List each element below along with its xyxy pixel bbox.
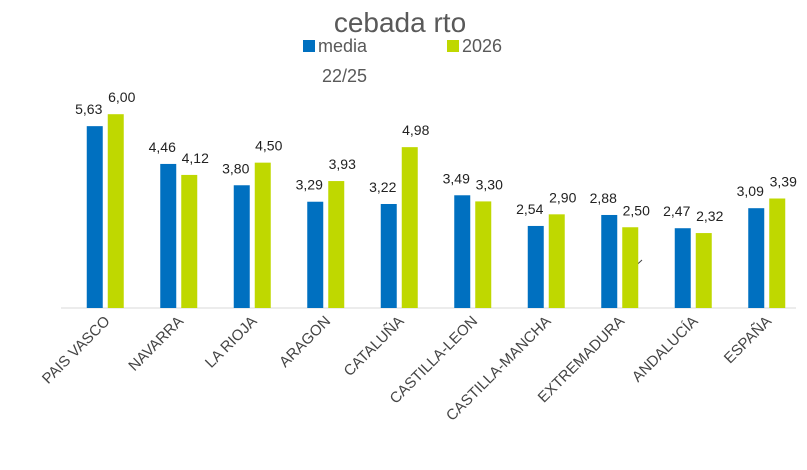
value-label: 5,63: [75, 101, 102, 117]
bar: [695, 233, 712, 308]
bar: [160, 163, 177, 308]
legend-swatch: [447, 40, 459, 52]
bar: [181, 174, 198, 308]
bar: [107, 114, 124, 308]
bar: [307, 201, 324, 308]
value-label: 4,50: [255, 138, 282, 154]
bar: [601, 214, 618, 308]
value-label: 3,49: [443, 170, 470, 186]
bar: [548, 214, 565, 308]
bar: [454, 195, 471, 308]
value-label: 2,54: [516, 201, 543, 217]
bar: [769, 198, 786, 308]
bar: [527, 225, 544, 308]
bar: [748, 208, 765, 308]
value-label: 3,22: [369, 179, 396, 195]
x-tick-label: ARAGON: [276, 313, 334, 371]
x-tick-label: LA RIOJA: [202, 313, 261, 372]
x-tick-label: ANDALUCÍA: [629, 313, 702, 386]
value-label: 2,32: [696, 208, 723, 224]
value-label: 2,88: [590, 190, 617, 206]
value-label: 3,29: [296, 177, 323, 193]
chart-title: cebada rto: [334, 7, 466, 38]
bar: [233, 185, 250, 308]
value-label: 2,50: [623, 202, 650, 218]
value-label: 2,90: [549, 189, 576, 205]
bar: [328, 181, 345, 308]
bar: [674, 228, 691, 308]
x-tick-label: PAIS VASCO: [39, 313, 114, 388]
value-label: 3,09: [737, 183, 764, 199]
x-tick-label: ESPAÑA: [721, 313, 775, 367]
value-label: 4,12: [182, 150, 209, 166]
bar: [622, 227, 639, 308]
bar: [475, 201, 492, 308]
value-label: 3,93: [329, 156, 356, 172]
bar: [86, 126, 103, 308]
value-label: 3,80: [222, 160, 249, 176]
legend-label: media 22/25: [318, 36, 368, 86]
value-label: 4,46: [149, 139, 176, 155]
value-label: 3,39: [770, 174, 797, 190]
bar: [254, 162, 271, 308]
x-tick-label: CATALUÑA: [341, 313, 408, 380]
x-tick-label: NAVARRA: [125, 313, 187, 375]
value-label: 6,00: [108, 89, 135, 105]
legend-label: 2026: [462, 36, 502, 56]
legend-swatch: [303, 40, 315, 52]
bar: [380, 203, 397, 308]
value-label: 3,30: [476, 176, 503, 192]
value-label: 2,47: [663, 203, 690, 219]
bar: [401, 147, 418, 308]
value-label: 4,98: [402, 122, 429, 138]
